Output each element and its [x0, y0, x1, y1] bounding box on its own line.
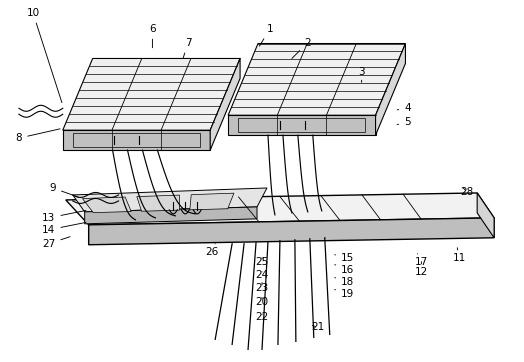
Text: 5: 5	[397, 117, 411, 127]
Polygon shape	[66, 193, 494, 225]
Text: 7: 7	[183, 38, 192, 58]
Text: 27: 27	[42, 237, 70, 249]
Text: 23: 23	[255, 283, 269, 292]
Polygon shape	[137, 195, 180, 211]
Polygon shape	[190, 193, 234, 210]
Text: 6: 6	[149, 24, 156, 48]
Text: 2: 2	[292, 38, 311, 59]
Polygon shape	[82, 197, 131, 212]
Text: 25: 25	[255, 257, 269, 267]
Text: 18: 18	[335, 277, 354, 287]
Polygon shape	[73, 188, 267, 212]
Polygon shape	[89, 218, 494, 245]
Text: 15: 15	[335, 253, 354, 263]
Polygon shape	[63, 130, 210, 150]
Text: 20: 20	[255, 296, 269, 307]
Text: 24: 24	[255, 270, 269, 279]
Text: 12: 12	[415, 262, 428, 277]
Text: 3: 3	[358, 67, 365, 83]
Text: 19: 19	[335, 289, 354, 299]
Text: 11: 11	[453, 248, 466, 263]
Polygon shape	[85, 207, 257, 224]
Text: 17: 17	[415, 254, 428, 267]
Polygon shape	[228, 115, 376, 135]
Polygon shape	[376, 43, 406, 135]
Polygon shape	[477, 193, 494, 238]
Polygon shape	[210, 59, 240, 150]
Polygon shape	[228, 43, 406, 115]
Text: 26: 26	[205, 244, 219, 257]
Text: 8: 8	[16, 129, 60, 143]
Text: 1: 1	[259, 24, 274, 46]
Text: 21: 21	[311, 323, 324, 332]
Polygon shape	[63, 59, 240, 130]
Text: 14: 14	[42, 222, 86, 235]
Text: 10: 10	[26, 8, 62, 103]
Text: 16: 16	[335, 265, 354, 275]
Text: 22: 22	[255, 312, 269, 323]
Text: 13: 13	[42, 210, 86, 223]
Text: 9: 9	[49, 183, 78, 197]
Text: 28: 28	[461, 187, 474, 197]
Text: 4: 4	[397, 103, 411, 113]
